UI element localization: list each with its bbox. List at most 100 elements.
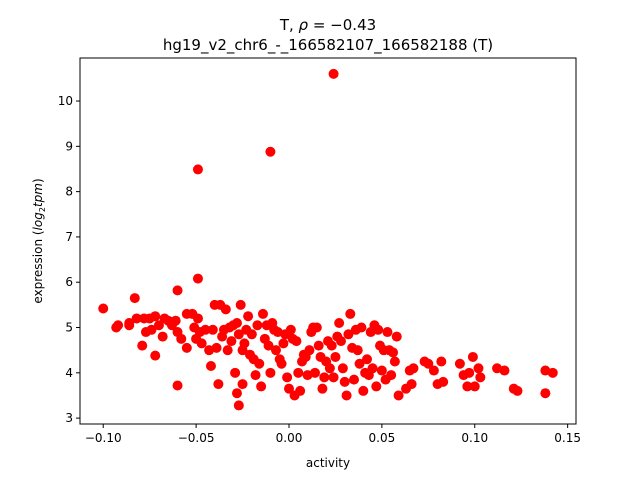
y-tick-label: 4 (65, 366, 73, 380)
data-point (170, 315, 181, 326)
data-point (389, 356, 400, 367)
data-point (328, 372, 339, 383)
data-point (313, 340, 324, 351)
data-point (283, 383, 294, 394)
y-tick-label: 7 (65, 230, 73, 244)
data-point (324, 363, 335, 374)
x-tick-label: 0.00 (276, 431, 303, 445)
data-point (222, 345, 233, 356)
data-point (192, 273, 203, 284)
data-point (339, 376, 350, 387)
data-point (328, 68, 339, 79)
data-point (352, 345, 363, 356)
data-point (540, 388, 551, 399)
data-point (254, 358, 265, 369)
data-point (345, 308, 356, 319)
x-tick-label: 0.05 (369, 431, 396, 445)
data-point (319, 372, 330, 383)
data-point (473, 363, 484, 374)
data-point (150, 350, 161, 361)
x-tick-label: 0.10 (461, 431, 488, 445)
data-point (257, 308, 268, 319)
x-axis-ticks: −0.10 −0.05 0.00 0.05 0.10 0.15 (85, 424, 581, 445)
data-point (464, 367, 475, 378)
data-point (317, 383, 328, 394)
data-point (291, 336, 302, 347)
data-point (337, 363, 348, 374)
data-point (192, 164, 203, 175)
data-point (282, 372, 293, 383)
data-point (475, 372, 486, 383)
data-point (341, 390, 352, 401)
data-point (356, 322, 367, 333)
data-point (436, 356, 447, 367)
data-point (230, 367, 241, 378)
data-point (469, 381, 480, 392)
data-point (239, 338, 250, 349)
chart-title-line2: hg19_v2_chr6_-_166582107_166582188 (T) (163, 36, 493, 55)
data-point (547, 367, 558, 378)
x-axis-label: activity (306, 456, 350, 470)
data-point (124, 317, 135, 328)
data-point (388, 347, 399, 358)
data-point (137, 340, 148, 351)
y-tick-label: 5 (65, 321, 73, 335)
y-tick-label: 3 (65, 411, 73, 425)
data-point (129, 293, 140, 304)
data-point (207, 324, 218, 335)
data-point (309, 367, 320, 378)
x-tick-label: 0.15 (554, 431, 581, 445)
data-point (226, 336, 237, 347)
data-point (276, 358, 287, 369)
data-point (467, 351, 478, 362)
data-point (295, 385, 306, 396)
data-point (98, 303, 109, 314)
data-point (172, 285, 183, 296)
data-point (358, 385, 369, 396)
data-point (243, 311, 254, 322)
plot-frame (79, 57, 577, 425)
points-layer (98, 68, 558, 411)
data-point (196, 338, 207, 349)
data-point (293, 367, 304, 378)
data-point (349, 374, 360, 385)
data-point (157, 331, 168, 342)
data-point (211, 342, 222, 353)
data-point (181, 342, 192, 353)
data-point (330, 351, 341, 362)
y-tick-label: 9 (65, 139, 73, 153)
data-point (393, 390, 404, 401)
y-tick-label: 10 (58, 94, 73, 108)
y-axis-label: expression (log2tpm) (31, 178, 47, 303)
data-point (382, 327, 393, 338)
data-point (265, 367, 276, 378)
data-point (343, 329, 354, 340)
data-point (176, 333, 187, 344)
data-point (153, 320, 164, 331)
data-point (278, 338, 289, 349)
data-point (263, 340, 274, 351)
data-point (246, 329, 257, 340)
data-point (237, 379, 248, 390)
data-point (265, 146, 276, 157)
data-point (131, 313, 142, 324)
data-point (205, 361, 216, 372)
data-point (373, 324, 384, 335)
data-point (113, 320, 124, 331)
chart-title-line1: T, ρ = −0.43 (279, 16, 376, 34)
data-point (367, 363, 378, 374)
data-point (362, 354, 373, 365)
data-point (371, 381, 382, 392)
data-point (150, 311, 161, 322)
data-point (256, 381, 267, 392)
data-point (408, 363, 419, 374)
data-point (252, 320, 263, 331)
data-point (438, 376, 449, 387)
data-point (192, 313, 203, 324)
data-point (428, 365, 439, 376)
data-point (200, 324, 211, 335)
data-point (285, 324, 296, 335)
data-point (334, 317, 345, 328)
